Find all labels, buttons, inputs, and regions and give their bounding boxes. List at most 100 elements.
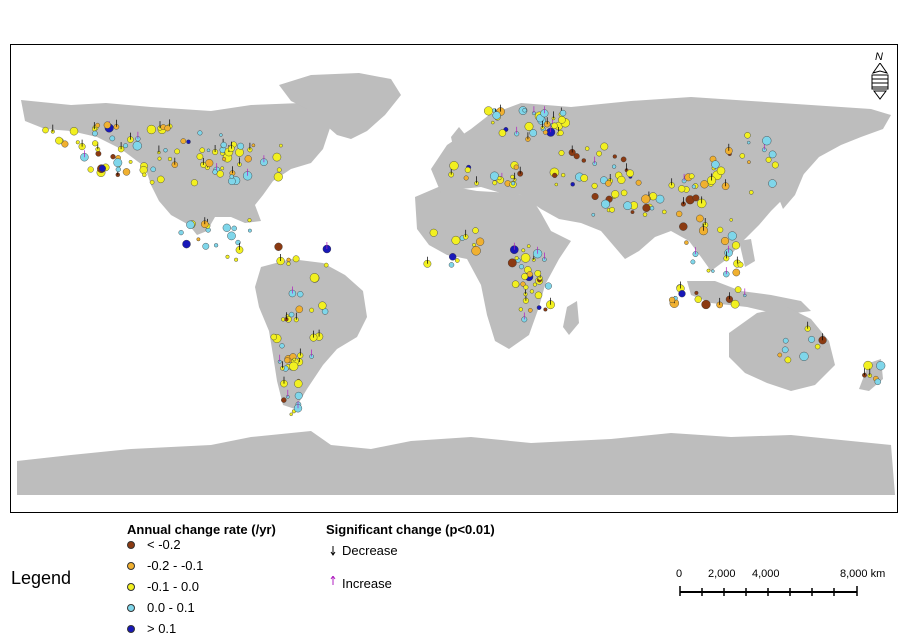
station-marker (454, 258, 460, 263)
station-marker (122, 168, 131, 176)
station-marker (309, 273, 320, 283)
station-marker (449, 253, 457, 261)
station-marker (799, 351, 809, 362)
scale-label-4000: 4,000 (752, 568, 780, 580)
station-marker (157, 175, 165, 184)
station-marker (182, 239, 191, 249)
scale-bar-line (679, 586, 858, 596)
station-marker (235, 148, 244, 157)
station-marker (180, 138, 187, 144)
station-marker (676, 210, 683, 218)
station-marker (749, 190, 754, 195)
rate-label-5: > 0.1 (147, 621, 177, 636)
station-marker (700, 180, 709, 189)
station-marker (784, 356, 792, 364)
scale-label-2000: 2,000 (708, 568, 736, 580)
station-marker (711, 160, 720, 169)
landmasses (17, 73, 895, 495)
station-marker (694, 290, 699, 295)
station-marker (558, 116, 566, 124)
station-marker (289, 361, 299, 371)
north-arrow: N (869, 51, 891, 101)
landmass-philippines (739, 239, 755, 267)
station-marker (520, 281, 526, 287)
station-marker (581, 158, 586, 163)
station-marker (609, 206, 615, 213)
station-marker (276, 167, 282, 173)
station-marker (214, 243, 219, 248)
rate-swatch-4 (127, 604, 135, 612)
station-marker (451, 235, 461, 245)
station-marker (620, 189, 628, 197)
station-marker (551, 122, 558, 130)
station-marker (297, 291, 304, 298)
station-marker (219, 133, 223, 137)
station-marker (498, 129, 507, 137)
station-marker (222, 157, 227, 162)
station-marker (295, 305, 303, 313)
station-marker (463, 175, 469, 181)
station-marker (808, 335, 815, 343)
station-marker (734, 286, 742, 293)
station-marker (580, 174, 589, 182)
station-marker (205, 159, 214, 168)
station-marker (289, 412, 293, 416)
station-marker (110, 154, 116, 160)
station-marker (732, 268, 741, 277)
station-marker (559, 109, 567, 117)
station-marker (782, 337, 789, 344)
rate-label-3: -0.1 - 0.0 (147, 579, 200, 594)
station-marker (186, 139, 191, 145)
station-marker (655, 194, 665, 204)
station-marker (711, 269, 715, 273)
station-marker (292, 255, 300, 263)
station-marker (286, 261, 291, 266)
station-marker (561, 173, 566, 178)
station-marker (492, 111, 501, 120)
station-marker (526, 244, 531, 248)
station-marker (229, 174, 234, 179)
station-marker (768, 150, 777, 159)
scale-label-8000: 8,000 km (840, 568, 886, 580)
station-marker (554, 182, 558, 187)
station-marker (617, 175, 626, 184)
station-marker (612, 154, 617, 159)
station-marker (532, 282, 537, 287)
station-marker (69, 126, 79, 136)
station-marker (286, 257, 291, 262)
station-marker (186, 220, 195, 230)
station-marker (528, 307, 533, 313)
station-marker (557, 130, 564, 136)
station-marker (163, 148, 168, 153)
station-marker (513, 164, 519, 170)
station-marker (694, 295, 702, 303)
station-marker (115, 166, 121, 173)
station-marker (448, 262, 455, 268)
station-marker (196, 237, 201, 242)
station-marker (688, 173, 695, 179)
station-marker (522, 108, 527, 113)
decrease-arrow-icon (330, 546, 336, 556)
station-marker (476, 237, 485, 246)
station-marker (227, 231, 236, 241)
station-marker (87, 166, 94, 173)
station-marker (279, 143, 283, 148)
station-marker (521, 273, 529, 280)
station-marker (272, 152, 282, 162)
station-marker (727, 231, 737, 241)
station-marker (157, 156, 162, 161)
station-marker (768, 179, 777, 188)
station-marker (220, 141, 227, 149)
station-marker (75, 140, 80, 145)
station-marker (113, 158, 123, 168)
station-marker (128, 160, 133, 164)
station-marker (519, 264, 525, 270)
station-marker (247, 228, 252, 233)
station-marker (109, 135, 116, 142)
station-marker (635, 179, 642, 186)
station-marker (523, 284, 529, 290)
station-marker (212, 169, 218, 175)
station-marker (529, 129, 538, 137)
rate-swatch-2 (127, 562, 135, 570)
station-marker (234, 257, 239, 262)
